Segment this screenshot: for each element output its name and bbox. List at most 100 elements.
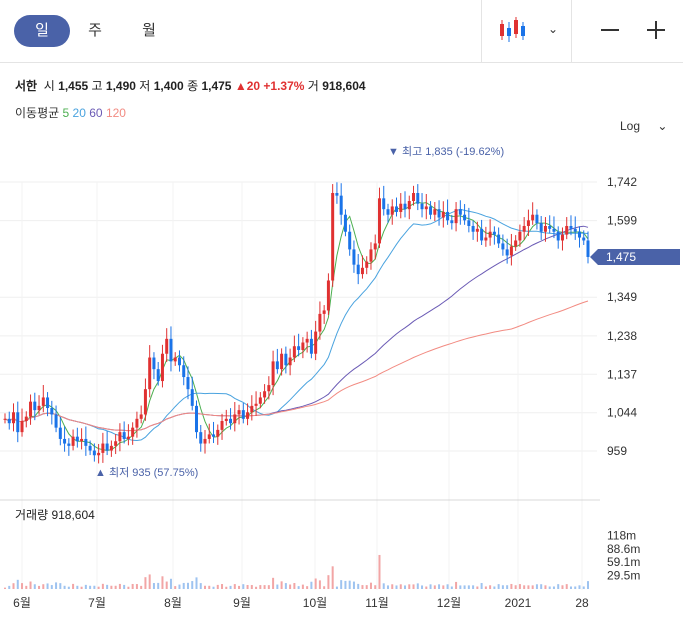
volume-bar bbox=[506, 585, 509, 589]
volume-bar bbox=[442, 585, 445, 589]
candle-body bbox=[318, 313, 322, 332]
close-value: 1,475 bbox=[201, 79, 232, 93]
candle-body bbox=[437, 209, 441, 218]
candle-body bbox=[454, 209, 458, 224]
candle-body bbox=[556, 231, 560, 241]
volume-bar bbox=[276, 584, 279, 589]
volume-bar bbox=[314, 578, 317, 589]
candle-body bbox=[135, 418, 139, 428]
volume-tick-label: 59.1m bbox=[607, 555, 640, 569]
volume-bar bbox=[216, 584, 219, 589]
candle-body bbox=[424, 206, 428, 210]
chart-type-selector[interactable]: ⌄ bbox=[481, 0, 572, 62]
tab-daily[interactable]: 일 bbox=[14, 15, 70, 47]
volume-bar bbox=[195, 577, 198, 589]
volume-bar bbox=[518, 584, 521, 589]
volume-bar bbox=[574, 586, 577, 589]
volume-bar bbox=[4, 587, 6, 589]
tab-weekly[interactable]: 주 bbox=[88, 22, 102, 39]
volume-bar bbox=[352, 581, 355, 589]
volume-bar bbox=[42, 584, 45, 589]
volume-bar bbox=[123, 584, 126, 589]
price-tick-label: 1,599 bbox=[607, 214, 637, 228]
candle-body bbox=[58, 427, 62, 439]
volume-bar bbox=[29, 581, 32, 589]
volume-bar bbox=[433, 585, 436, 589]
volume-bar bbox=[267, 585, 270, 589]
volume-bar bbox=[493, 586, 496, 589]
volume-bar bbox=[161, 576, 164, 589]
price-tick-label: 1,044 bbox=[607, 406, 637, 420]
volume-bar bbox=[165, 581, 168, 589]
price-tick-label: 1,137 bbox=[607, 367, 637, 381]
candle-body bbox=[475, 228, 479, 232]
candle-body bbox=[88, 445, 92, 451]
volume-bar bbox=[455, 581, 458, 589]
volume-bar bbox=[80, 586, 83, 589]
quote-summary: 서한 시 1,455 고 1,490 저 1,400 종 1,475 ▲20 +… bbox=[15, 77, 366, 94]
volume-bar bbox=[280, 581, 283, 589]
price-tick-label: 959 bbox=[607, 444, 627, 458]
candle-body bbox=[526, 220, 530, 226]
candle-body bbox=[139, 414, 143, 419]
candle-body bbox=[548, 225, 552, 229]
volume-bar bbox=[118, 583, 121, 589]
volume-bar bbox=[523, 585, 526, 589]
candle-body bbox=[471, 225, 475, 232]
volume-bar bbox=[127, 586, 130, 589]
candle-body bbox=[156, 369, 160, 382]
volume-bar bbox=[416, 583, 419, 589]
volume-bar bbox=[463, 585, 466, 589]
volume-bar bbox=[348, 580, 351, 589]
candle-body bbox=[199, 432, 203, 444]
candle-body bbox=[518, 231, 522, 241]
volume-bar bbox=[531, 585, 534, 589]
ma120-line bbox=[4, 300, 589, 432]
volume-bar bbox=[548, 586, 551, 589]
volume-bar bbox=[297, 586, 300, 589]
volume-bar bbox=[391, 584, 394, 589]
volume-bar bbox=[386, 585, 389, 589]
volume-tick-label: 118m bbox=[607, 528, 636, 542]
volume-bar bbox=[135, 584, 138, 589]
zoom-out-icon[interactable] bbox=[601, 29, 619, 31]
volume-bar bbox=[331, 566, 334, 589]
candle-body bbox=[560, 234, 564, 241]
volume-bar bbox=[425, 586, 428, 589]
candle-body bbox=[573, 228, 577, 232]
candle-body bbox=[203, 438, 207, 444]
volume-bar bbox=[38, 585, 41, 589]
chart-toolbar: 일 주 월 ⌄ bbox=[0, 0, 683, 63]
candle-body bbox=[275, 361, 279, 370]
volume-bar bbox=[552, 586, 555, 589]
candle-body bbox=[12, 412, 16, 424]
candle-body bbox=[216, 429, 220, 437]
scale-selector[interactable]: Log ⌄ bbox=[620, 119, 667, 133]
open-label: 시 bbox=[43, 79, 55, 93]
price-tick-label: 1,742 bbox=[607, 175, 637, 189]
volume-bar bbox=[110, 585, 113, 589]
volume-bar bbox=[404, 585, 407, 589]
time-tick-label: 10월 bbox=[303, 596, 327, 610]
tab-monthly[interactable]: 월 bbox=[142, 22, 156, 39]
volume-bar bbox=[514, 585, 517, 589]
candle-body bbox=[220, 421, 224, 430]
candle-body bbox=[109, 445, 113, 451]
volume-bar bbox=[395, 585, 398, 589]
candle-body bbox=[131, 427, 135, 437]
candle-body bbox=[233, 414, 237, 424]
candle-body bbox=[331, 192, 335, 281]
volume-bar bbox=[438, 584, 441, 589]
candle-body bbox=[484, 237, 488, 241]
volume-bar bbox=[344, 580, 347, 589]
candle-body bbox=[182, 365, 186, 378]
volume-bar bbox=[67, 586, 70, 589]
candle-body bbox=[97, 452, 101, 456]
volume-bar bbox=[361, 585, 364, 589]
volume-bar bbox=[365, 585, 368, 589]
time-tick-label: 9월 bbox=[233, 596, 251, 610]
volume-bar bbox=[12, 583, 15, 589]
candle-body bbox=[165, 338, 169, 354]
volume-bar bbox=[369, 582, 372, 589]
candle-body bbox=[326, 280, 330, 311]
